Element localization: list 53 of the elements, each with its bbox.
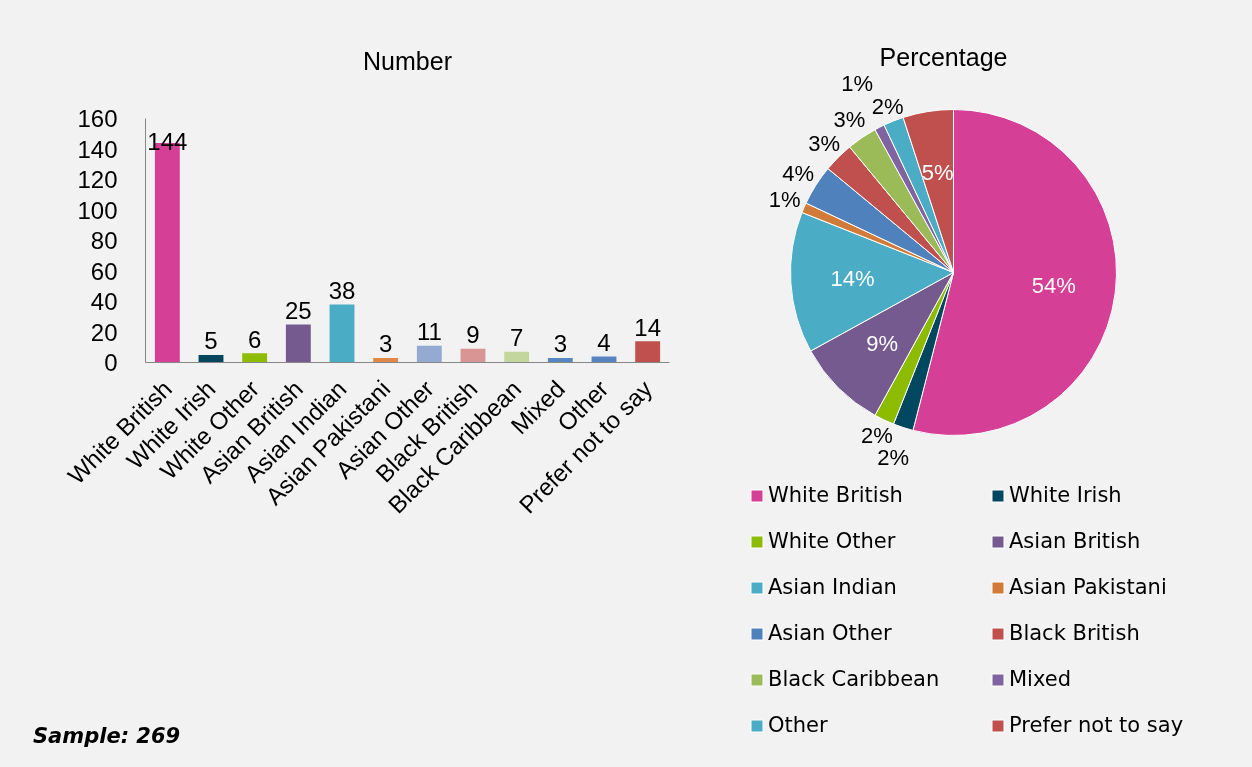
legend-label: Black British [1009, 621, 1141, 645]
legend-label: White Other [768, 529, 897, 553]
data-label: 4% [782, 161, 815, 187]
bar [329, 304, 355, 363]
data-label: 25 [284, 296, 312, 324]
data-label: 14% [830, 266, 875, 292]
legend-label: Asian British [1009, 529, 1142, 553]
data-label: 9 [466, 321, 480, 349]
y-tick-label: 160 [77, 105, 118, 132]
legend-label: Asian Indian [768, 575, 898, 599]
legend-label: Prefer not to say [1009, 713, 1185, 737]
data-label: 11 [416, 318, 442, 346]
data-label: 2% [871, 93, 904, 119]
data-label: 7 [509, 324, 524, 352]
y-tick-label: 20 [90, 318, 118, 346]
y-tick-label: 40 [90, 288, 118, 315]
bar [285, 324, 311, 363]
y-tick-label: 120 [77, 166, 118, 193]
chart-title: Percentage [879, 42, 1008, 71]
data-label: 5 [204, 327, 218, 355]
bar [635, 341, 661, 363]
y-tick-label: 0 [104, 349, 118, 376]
data-label: 5% [921, 160, 954, 186]
y-tick-label: 140 [77, 135, 118, 163]
bar [242, 353, 268, 363]
data-label: 1% [841, 71, 874, 97]
data-label: 14 [634, 313, 662, 341]
data-label: 6 [247, 325, 262, 353]
data-label: 3 [378, 330, 393, 358]
data-label: 9% [866, 331, 898, 357]
bar [504, 351, 530, 363]
data-label: 4 [597, 328, 611, 356]
legend-label: Mixed [1009, 667, 1072, 691]
y-tick-label: 100 [77, 196, 118, 224]
bar [460, 348, 486, 363]
chart-title: Number [363, 46, 452, 75]
data-label: 54% [1031, 272, 1076, 298]
y-tick-label: 80 [90, 227, 118, 254]
bar [416, 345, 442, 363]
legend-label: Asian Other [768, 621, 893, 645]
legend-label: Black Caribbean [768, 667, 941, 691]
y-tick-label: 60 [90, 257, 118, 285]
bar [591, 356, 617, 363]
data-label: 2% [877, 445, 910, 471]
data-label: 3 [553, 330, 568, 358]
legend-label: Other [768, 713, 829, 737]
data-label: 38 [328, 277, 356, 305]
data-label: 1% [768, 186, 801, 212]
data-label: 3% [808, 130, 840, 156]
data-label: 3% [833, 106, 866, 132]
data-label: 2% [860, 422, 893, 448]
text: Sample: 269 [33, 723, 181, 750]
legend-label: Asian Pakistani [1009, 575, 1168, 599]
